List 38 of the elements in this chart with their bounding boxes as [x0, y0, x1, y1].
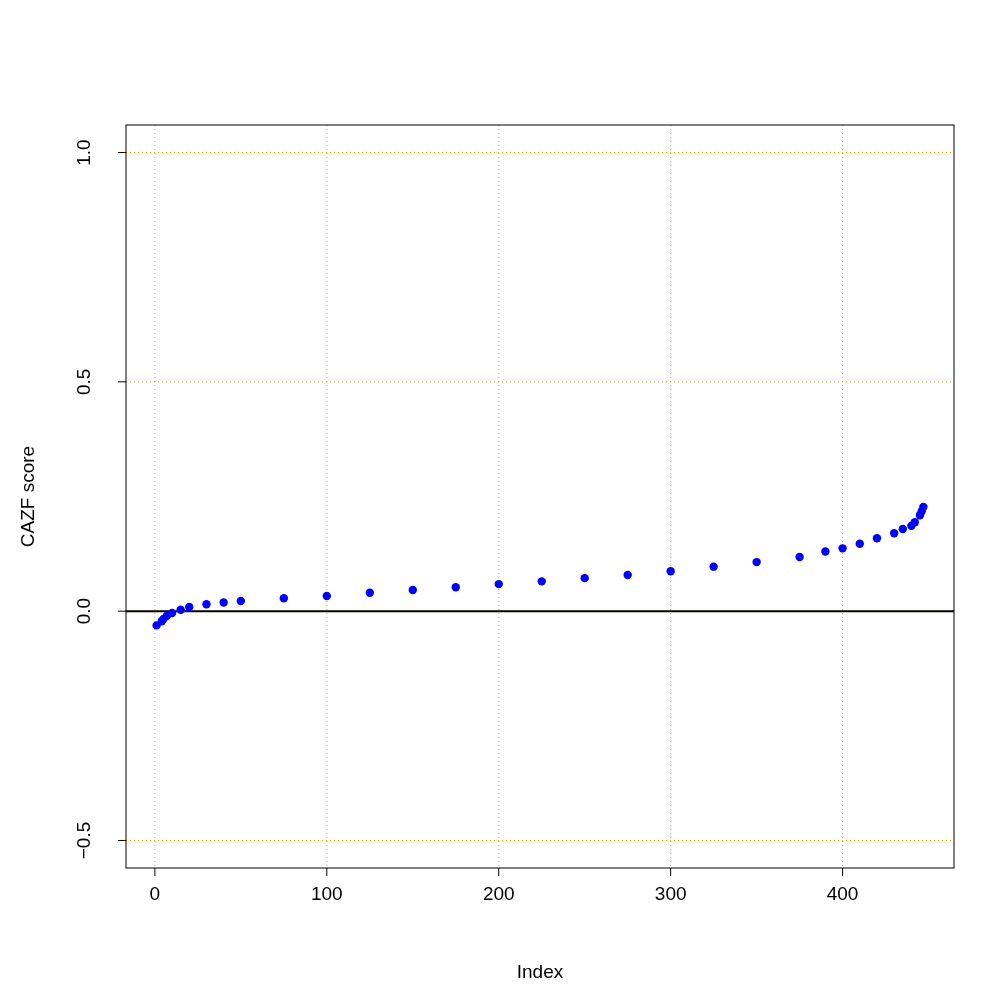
x-tick-label: 200	[482, 883, 515, 904]
point	[838, 544, 847, 553]
point	[365, 588, 374, 598]
y-axis-title: CAZF score	[17, 445, 38, 548]
point	[451, 583, 460, 592]
point	[666, 567, 675, 576]
point	[202, 600, 211, 609]
point	[855, 539, 864, 548]
point	[889, 528, 899, 538]
point	[219, 598, 228, 607]
point	[322, 591, 332, 601]
x-tick-label: 400	[826, 883, 859, 904]
point	[752, 557, 761, 567]
point	[167, 608, 177, 618]
point	[494, 579, 503, 589]
point	[408, 585, 417, 595]
point	[580, 573, 589, 583]
point	[623, 570, 632, 580]
x-tick-label: 0	[149, 883, 161, 904]
y-tick-label: −0.5	[73, 821, 94, 860]
y-tick-label: 1.0	[73, 139, 94, 166]
point	[176, 605, 185, 614]
y-tick-label: 0.0	[73, 597, 94, 625]
x-tick-label: 100	[310, 883, 343, 904]
point	[537, 577, 546, 586]
point	[185, 602, 194, 612]
point	[898, 524, 907, 534]
point	[279, 594, 289, 603]
y-tick-label: 0.5	[73, 368, 94, 396]
point	[795, 552, 804, 562]
point	[821, 547, 830, 556]
point	[919, 502, 928, 512]
point	[236, 596, 246, 606]
point	[709, 562, 718, 571]
x-axis-title: Index	[516, 961, 564, 982]
x-tick-label: 300	[654, 883, 687, 904]
point	[872, 534, 882, 543]
point	[910, 517, 919, 527]
